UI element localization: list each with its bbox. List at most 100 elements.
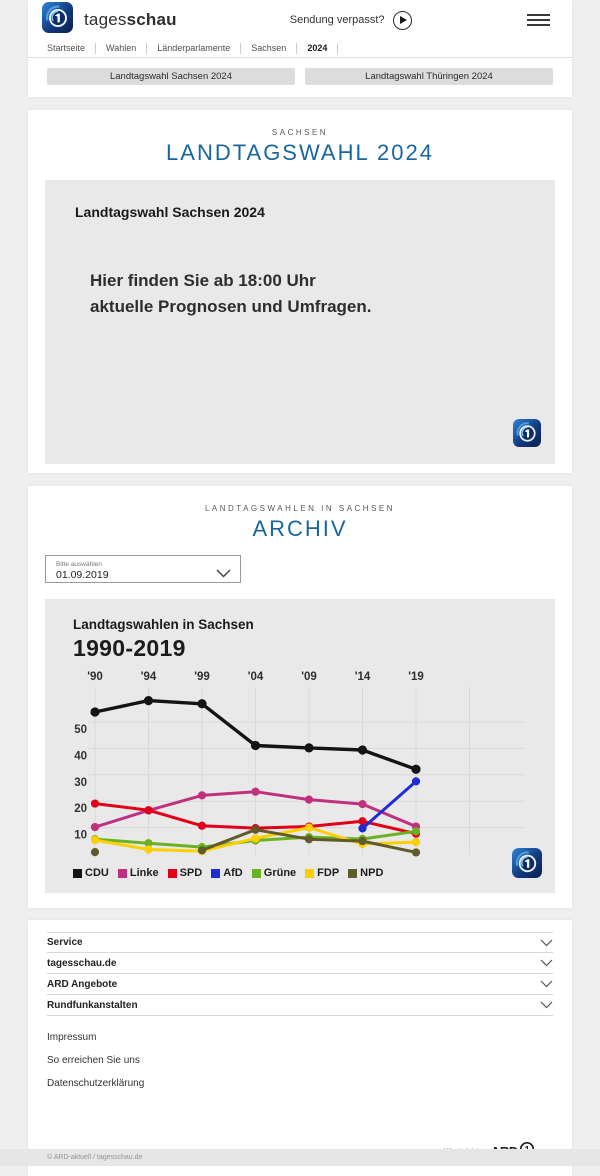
chart-subtitle: 1990-2019	[73, 635, 186, 661]
legend-item-Linke: Linke	[117, 867, 159, 879]
data-point-NPD	[90, 848, 100, 857]
legend-label: CDU	[85, 867, 109, 879]
data-point-Grüne	[144, 839, 153, 848]
svg-text:'04: '04	[248, 671, 264, 683]
chevron-down-icon	[216, 566, 231, 581]
svg-text:'90: '90	[87, 671, 103, 683]
data-point-FDP	[304, 823, 314, 832]
data-point-Linke	[358, 800, 367, 809]
svg-text:50: 50	[74, 724, 87, 736]
sendung-verpasst-label[interactable]: Sendung verpasst?	[289, 14, 385, 26]
data-point-NPD	[251, 825, 260, 834]
archive-title: ARCHIV	[252, 516, 348, 541]
chart-plot: 10 20 30 40 50 '90 '94 '99 '04 '09 '14 '19	[74, 671, 525, 857]
svg-text:'19: '19	[408, 671, 424, 683]
copyright-text: © ARD-aktuell / tagesschau.de	[47, 1154, 143, 1161]
data-point-Linke	[251, 787, 260, 796]
data-point-FDP	[411, 838, 421, 847]
footer: Service tagesschau.de ARD Angebote Rundf…	[28, 920, 572, 1176]
chevron-down-icon	[540, 975, 553, 993]
legend-swatch	[305, 868, 315, 878]
footer-link-kontakt[interactable]: So erreichen Sie uns	[47, 1055, 140, 1066]
legend-item-AfD: AfD	[211, 867, 243, 879]
header: tagesschau Sendung verpasst? Startseite …	[28, 0, 572, 97]
legend-swatch	[73, 868, 82, 878]
tagesschau-wordmark[interactable]: tagesschau	[84, 10, 177, 29]
footer-link-datenschutz[interactable]: Datenschutzerklärung	[47, 1078, 145, 1089]
page-title: LANDTAGSWAHL 2024	[166, 140, 434, 165]
legend-swatch	[251, 868, 261, 878]
data-point-Linke	[304, 795, 314, 804]
dropdown-value: 01.09.2019	[56, 568, 109, 581]
hamburger-menu-icon[interactable]	[527, 11, 550, 29]
legend-item-CDU: CDU	[73, 867, 109, 879]
footer-accordion-ard-angebote[interactable]: ARD Angebote	[47, 974, 553, 995]
tab-landtagswahl-thueringen[interactable]: Landtagswahl Thüringen 2024	[305, 68, 553, 85]
data-point-CDU	[143, 696, 154, 706]
data-point-NPD	[411, 848, 421, 857]
data-point-NPD	[197, 846, 207, 855]
breadcrumb-item-laenderparlamente[interactable]: Länderparlamente	[147, 43, 242, 54]
legend-item-Grüne: Grüne	[251, 867, 297, 879]
data-point-NPD	[304, 835, 314, 844]
legend-swatch	[167, 868, 177, 878]
footer-link-impressum[interactable]: Impressum	[47, 1032, 97, 1043]
date-select-dropdown[interactable]: Bitte auswählen 01.09.2019	[45, 555, 241, 583]
footer-accordion-tagesschau-de[interactable]: tagesschau.de	[47, 953, 553, 974]
archive-kicker: LANDTAGSWAHLEN IN SACHSEN	[204, 504, 396, 513]
legend-swatch	[348, 868, 358, 878]
svg-text:40: 40	[74, 750, 87, 762]
data-point-AfD	[358, 824, 367, 833]
dropdown-label: Bitte auswählen	[56, 560, 102, 568]
footer-accordion-rundfunkanstalten[interactable]: Rundfunkanstalten	[47, 995, 553, 1016]
tab-landtagswahl-sachsen[interactable]: Landtagswahl Sachsen 2024	[47, 68, 295, 85]
data-point-CDU	[357, 745, 368, 755]
election-teaser-box: Landtagswahl Sachsen 2024 Hier finden Si…	[45, 180, 555, 464]
data-point-CDU	[411, 764, 421, 774]
chevron-down-icon	[540, 954, 553, 972]
legend-label: Linke	[129, 867, 159, 879]
section-kicker: SACHSEN	[271, 128, 329, 137]
legend-label: NPD	[360, 867, 384, 879]
data-point-CDU	[197, 699, 207, 709]
data-point-CDU	[304, 743, 314, 753]
legend-item-NPD: NPD	[348, 867, 383, 879]
breadcrumb-item-wahlen[interactable]: Wahlen	[96, 43, 148, 54]
data-point-Linke	[90, 822, 100, 832]
data-point-Grüne	[411, 827, 421, 836]
breadcrumb-item-2024[interactable]: 2024	[297, 43, 339, 54]
legend-label: SPD	[179, 867, 203, 879]
tagesschau-watermark-icon	[513, 419, 541, 452]
legend-swatch	[117, 868, 127, 878]
tagesschau-logo-icon[interactable]	[42, 2, 73, 38]
svg-text:30: 30	[74, 777, 87, 789]
svg-text:'99: '99	[194, 671, 210, 683]
election-section: SACHSEN LANDTAGSWAHL 2024 Landtagswahl S…	[28, 110, 572, 473]
chart-title: Landtagswahlen in Sachsen	[73, 617, 254, 632]
chevron-down-icon	[540, 934, 553, 952]
chart-legend: CDU Linke SPD AfD Grüne FDP NPD	[73, 867, 527, 879]
breadcrumb-item-startseite[interactable]: Startseite	[47, 43, 97, 54]
legend-label: AfD	[223, 867, 243, 879]
data-point-SPD	[358, 817, 367, 826]
data-point-AfD	[411, 777, 421, 786]
legend-item-FDP: FDP	[305, 867, 339, 879]
svg-text:20: 20	[74, 803, 87, 815]
copyright-bar: © ARD-aktuell / tagesschau.de	[0, 1149, 600, 1166]
data-point-SPD	[197, 821, 207, 830]
footer-accordion-service[interactable]: Service	[47, 932, 553, 953]
legend-item-SPD: SPD	[167, 867, 203, 879]
legend-swatch	[211, 868, 221, 878]
data-point-CDU	[250, 740, 261, 751]
svg-text:'94: '94	[141, 671, 157, 683]
teaser-message: Hier finden Sie ab 18:00 Uhr aktuelle Pr…	[90, 271, 372, 317]
data-point-CDU	[90, 707, 100, 717]
data-point-SPD	[144, 806, 153, 815]
archive-section: LANDTAGSWAHLEN IN SACHSEN ARCHIV Bitte a…	[28, 486, 572, 908]
legend-label: Grüne	[263, 867, 297, 879]
play-icon[interactable]	[392, 10, 412, 30]
svg-text:10: 10	[74, 830, 87, 842]
breadcrumb-item-sachsen[interactable]: Sachsen	[241, 43, 298, 54]
archive-chart-box: Landtagswahlen in Sachsen 1990-2019 10 20…	[45, 599, 555, 893]
data-point-Linke	[197, 791, 207, 800]
